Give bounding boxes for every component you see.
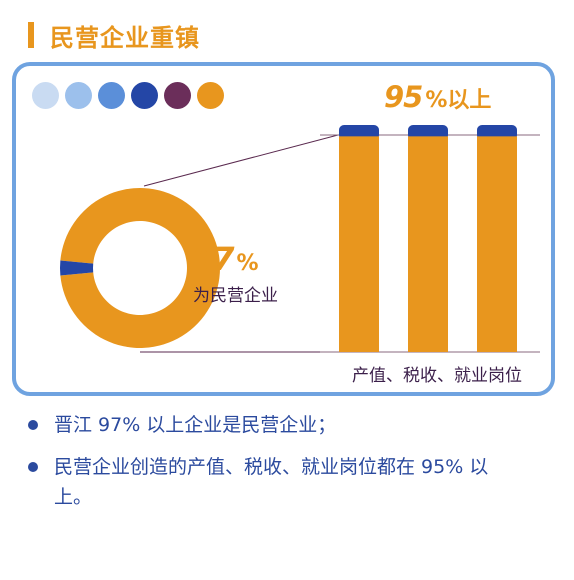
- bar-value-label: 95 %以上: [384, 80, 491, 114]
- page-title: 民营企业重镇: [50, 23, 200, 52]
- bullet-text: 晋江 97% 以上企业是民营企业；: [54, 414, 337, 436]
- connector-line-top: [143, 134, 339, 187]
- list-item: 民营企业创造的产值、税收、就业岗位都在 95% 以上。: [28, 452, 548, 512]
- donut-value-label: 97%: [192, 240, 259, 278]
- palette-dot: [98, 82, 125, 109]
- bullet-dot-icon: [28, 420, 38, 430]
- palette-dot: [131, 82, 158, 109]
- bar-value-unit: %以上: [425, 88, 492, 113]
- bar-就业岗位: [477, 136, 517, 352]
- section-header: 民营企业重镇: [28, 18, 200, 52]
- palette-dot: [65, 82, 92, 109]
- palette-dot: [32, 82, 59, 109]
- palette-dot: [197, 82, 224, 109]
- donut-slice: [60, 188, 220, 349]
- bullet-text: 民营企业创造的产值、税收、就业岗位都在 95% 以上。: [54, 456, 489, 508]
- bar-x-label: 产值、税收、就业岗位: [352, 366, 522, 386]
- header-accent-bar: [28, 22, 34, 48]
- palette-dot: [164, 82, 191, 109]
- bar-value: 95: [384, 80, 423, 114]
- donut-slice: [59, 260, 94, 276]
- color-palette-dots: [32, 82, 230, 109]
- donut-value: 97: [192, 240, 235, 278]
- bar-税收: [408, 136, 448, 352]
- donut-caption: 为民营企业: [193, 286, 278, 306]
- bullet-list: 晋江 97% 以上企业是民营企业； 民营企业创造的产值、税收、就业岗位都在 95…: [28, 410, 548, 524]
- bullet-dot-icon: [28, 462, 38, 472]
- donut-value-unit: %: [236, 251, 259, 276]
- list-item: 晋江 97% 以上企业是民营企业；: [28, 410, 548, 440]
- chart-canvas: [59, 125, 540, 353]
- bar-产值: [339, 136, 379, 352]
